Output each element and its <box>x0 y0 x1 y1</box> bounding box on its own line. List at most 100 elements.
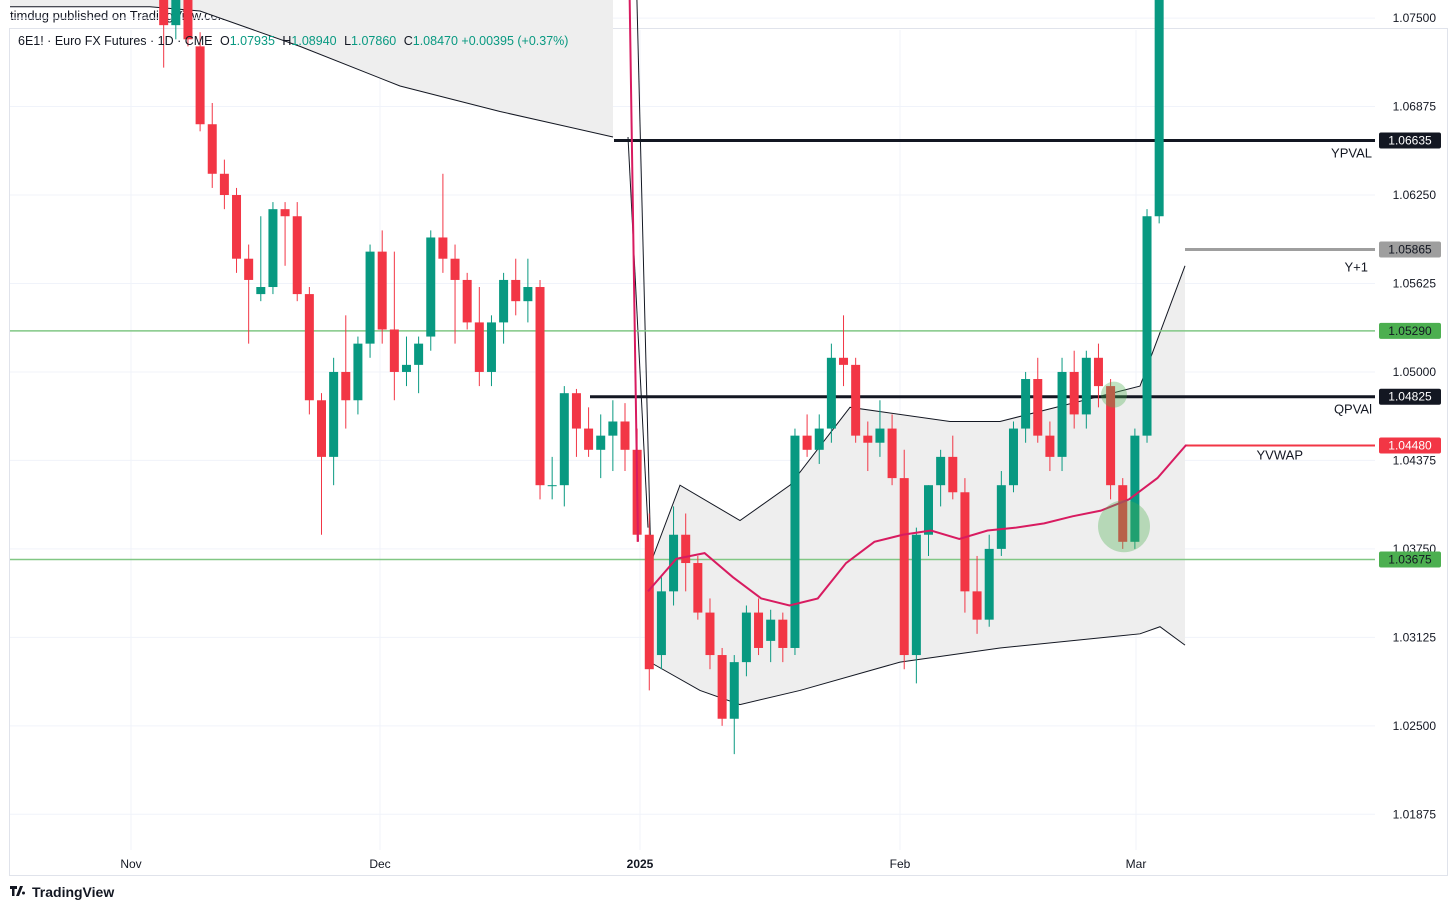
candle <box>754 598 764 656</box>
candle-body <box>863 435 873 443</box>
price-tag-text: 1.04480 <box>1388 439 1432 453</box>
candle <box>559 386 569 507</box>
candle-body <box>426 237 436 337</box>
candle <box>207 103 217 188</box>
y-tick-label: 1.06250 <box>1393 188 1437 202</box>
candle-body <box>717 655 727 719</box>
candle <box>401 336 411 387</box>
candle-body <box>304 294 314 401</box>
y-tick-label: 1.04375 <box>1393 453 1437 467</box>
price-tag-box <box>1379 241 1441 258</box>
tradingview-brand[interactable]: TradingView <box>10 884 114 900</box>
candle <box>814 414 824 464</box>
price-tag-box <box>1379 388 1441 405</box>
y-tick-label: 1.06875 <box>1393 100 1437 114</box>
year-boundary-line <box>627 136 649 528</box>
ytd-band-lower <box>649 626 1186 706</box>
candle-body <box>486 322 496 372</box>
open-value: 1.07935 <box>229 34 275 48</box>
candle-body <box>1093 357 1103 387</box>
candle <box>317 393 326 535</box>
candle-body <box>814 428 824 450</box>
candle-body <box>790 435 800 648</box>
candle <box>705 598 715 670</box>
candle-body <box>620 421 630 450</box>
candle-body <box>256 287 266 295</box>
candle-body <box>1045 435 1055 457</box>
candle-body <box>911 534 921 656</box>
candle-body <box>839 357 849 365</box>
ytd-value-area <box>648 265 1185 705</box>
candle-body <box>535 287 545 486</box>
low-key: L <box>344 34 352 48</box>
candle <box>1154 0 1164 224</box>
price-tags: 1.101601.092801.088351.084701.082751.066… <box>1379 132 1441 568</box>
candle-body <box>232 195 242 259</box>
candle <box>596 414 606 479</box>
candle <box>365 244 375 358</box>
candle-body <box>414 343 424 365</box>
candle <box>984 534 994 627</box>
price-tag-text: 1.05865 <box>1388 243 1432 257</box>
candle-body <box>365 251 375 344</box>
candle-body <box>1106 386 1116 486</box>
candle-body <box>292 216 302 295</box>
candle-body <box>656 591 666 656</box>
candle-body <box>778 619 788 648</box>
candle <box>972 555 982 634</box>
y-tick-label: 1.02500 <box>1393 719 1437 733</box>
candle <box>1069 350 1079 429</box>
candle-body <box>960 492 970 592</box>
candle-body <box>1130 435 1140 542</box>
candle-body <box>754 612 764 648</box>
candle <box>232 187 242 273</box>
candle-body <box>1142 216 1152 436</box>
candle <box>1093 343 1103 408</box>
candle <box>741 605 751 677</box>
candle-body <box>729 662 739 719</box>
price-tag: 1.04825 <box>1379 388 1441 405</box>
candle <box>717 647 727 726</box>
qpval-label: QPVAl <box>1334 402 1372 417</box>
candle <box>511 258 521 316</box>
x-tick-label: Nov <box>120 857 141 871</box>
candle <box>790 428 800 656</box>
year-boundary-line <box>636 0 653 606</box>
candle <box>414 336 424 394</box>
candle <box>389 251 399 401</box>
candle <box>256 216 266 302</box>
candle-body <box>1154 0 1164 217</box>
candle-body <box>183 0 193 40</box>
yvwap-label: YVWAP <box>1257 448 1303 463</box>
candle-body <box>608 421 618 436</box>
candle-body <box>851 364 861 436</box>
band-lower <box>10 6 614 138</box>
candle <box>304 287 314 415</box>
candle <box>244 244 254 344</box>
candle-body <box>887 428 897 479</box>
x-axis-labels: Nov Dec 2025 Feb Mar <box>120 857 1146 871</box>
candle-body <box>244 258 254 280</box>
candle <box>571 388 581 457</box>
candle-body <box>596 435 606 450</box>
candle <box>620 403 630 472</box>
low-value: 1.07860 <box>351 34 397 48</box>
candle-body <box>693 563 703 613</box>
y-tick-label: 1.05000 <box>1393 365 1437 379</box>
candle-body <box>875 428 885 443</box>
x-tick-label: 2025 <box>627 857 654 871</box>
candle-body <box>523 287 533 302</box>
candle-body <box>559 393 569 486</box>
candle-body <box>1069 371 1079 415</box>
candle-body <box>996 485 1006 549</box>
price-tag: 1.03675 <box>1379 551 1441 568</box>
y-tick-label: 1.01875 <box>1393 807 1437 821</box>
candle <box>681 513 691 592</box>
candle <box>826 343 836 443</box>
candle-body <box>1118 485 1128 542</box>
candle-body <box>948 456 958 493</box>
price-tag-text: 1.06635 <box>1388 134 1432 148</box>
candle <box>523 258 533 323</box>
